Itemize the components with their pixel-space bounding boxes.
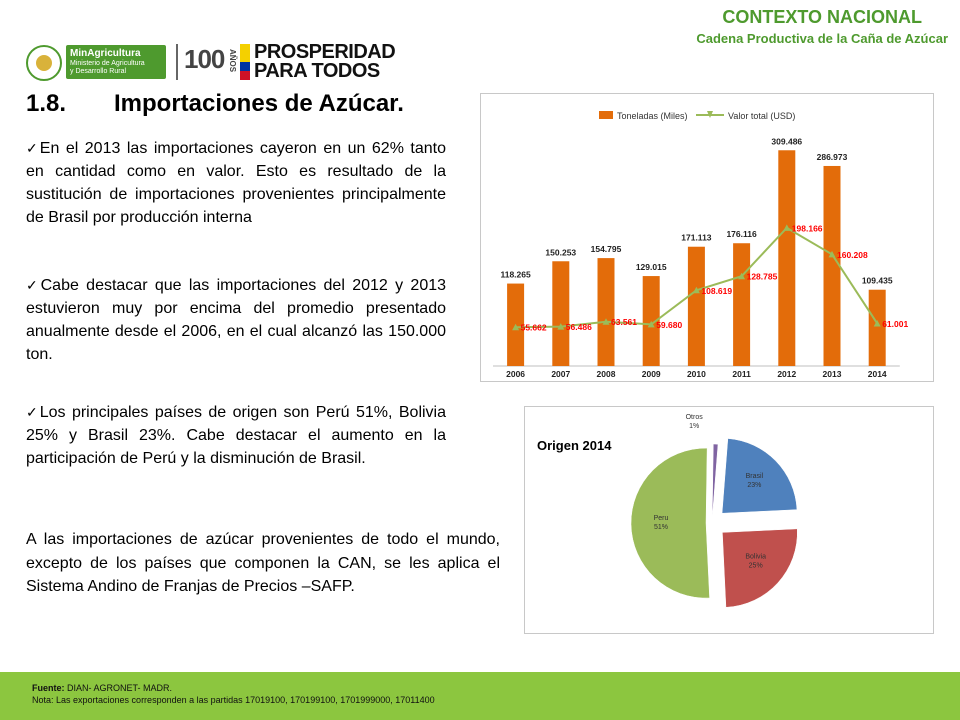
safp-paragraph: A las importaciones de azúcar provenient… bbox=[26, 531, 500, 595]
pie-slice-otros bbox=[711, 443, 719, 520]
line-point-2008 bbox=[602, 318, 610, 325]
footer-note: Nota: Las exportaciones corresponden a l… bbox=[32, 695, 435, 705]
pie-slice-bolivia bbox=[722, 528, 798, 608]
bar-label-2009: 129.015 bbox=[636, 262, 667, 272]
legend-bar-swatch bbox=[599, 111, 613, 119]
bar-label-2008: 154.795 bbox=[591, 244, 622, 254]
x-tick-2011: 2011 bbox=[732, 369, 751, 379]
line-label-2011: 128.785 bbox=[747, 272, 778, 282]
bullet-1-text: En el 2013 las importaciones cayeron en … bbox=[26, 140, 446, 226]
pie-percent-brasil: 23% bbox=[747, 482, 761, 489]
section-number: 1.8. bbox=[26, 90, 67, 117]
centenario-logo: 100 bbox=[184, 44, 225, 74]
bullet-2-text: Cabe destacar que las importaciones del … bbox=[26, 277, 447, 363]
x-tick-2009: 2009 bbox=[642, 369, 661, 379]
x-tick-2007: 2007 bbox=[551, 369, 570, 379]
checkmark-icon: ✓ bbox=[26, 404, 40, 420]
legend-bar-label: Toneladas (Miles) bbox=[617, 111, 688, 121]
colombia-seal-logo bbox=[26, 45, 62, 81]
section-heading: 1.8. Importaciones de Azúcar. bbox=[26, 90, 404, 118]
bar-label-2006: 118.265 bbox=[500, 270, 531, 280]
bullet-2: ✓Cabe destacar que las importaciones del… bbox=[26, 274, 446, 366]
bar-2011 bbox=[733, 243, 751, 366]
line-label-2007: 56.486 bbox=[566, 322, 592, 332]
footer-bar: Fuente: DIAN- AGRONET- MADR. Nota: Las e… bbox=[0, 672, 960, 720]
min-logo-line2: Ministerio de Agricultura bbox=[70, 60, 145, 67]
section-title: Importaciones de Azúcar. bbox=[114, 90, 404, 117]
bullet-3: ✓Los principales países de origen son Pe… bbox=[26, 401, 446, 470]
checkmark-icon: ✓ bbox=[26, 277, 41, 293]
pie-label-otros: Otros bbox=[686, 414, 704, 421]
x-tick-2006: 2006 bbox=[506, 369, 525, 379]
pie-percent-peru: 51% bbox=[654, 524, 668, 531]
colombia-flag-icon bbox=[240, 44, 250, 80]
imports-chart: Toneladas (Miles) Valor total (USD) 118.26… bbox=[480, 93, 934, 382]
anos-text: AÑOS bbox=[228, 49, 237, 73]
pie-percent-otros: 1% bbox=[689, 423, 699, 430]
bullet-3-text: Los principales países de origen son Per… bbox=[26, 404, 447, 467]
logo-separator bbox=[176, 44, 178, 80]
pie-slice-peru bbox=[630, 447, 710, 599]
pie-label-peru: Peru bbox=[654, 515, 669, 522]
footer-source-text: DIAN- AGRONET- MADR. bbox=[67, 683, 173, 693]
footer-source: Fuente: DIAN- AGRONET- MADR. bbox=[32, 683, 172, 693]
origin-pie-svg: Otros 1% Brasil 23% Bolivia 25% Peru 51% bbox=[630, 414, 798, 608]
x-tick-2008: 2008 bbox=[597, 369, 616, 379]
bar-2008 bbox=[597, 258, 615, 366]
min-logo-line1: MinAgricultura bbox=[70, 48, 141, 59]
prosperidad-logo: PROSPERIDAD PARA TODOS bbox=[254, 41, 396, 82]
pie-percent-bolivia: 25% bbox=[749, 563, 763, 570]
footer-source-label: Fuente: bbox=[32, 683, 65, 693]
line-point-2007 bbox=[557, 323, 565, 330]
line-label-2006: 55.662 bbox=[521, 323, 547, 333]
header-subtitle: Cadena Productiva de la Caña de Azúcar bbox=[696, 31, 948, 46]
line-label-2010: 108.619 bbox=[701, 286, 732, 296]
pie-label-brasil: Brasil bbox=[746, 473, 764, 480]
bar-2014 bbox=[868, 289, 886, 366]
x-tick-2012: 2012 bbox=[777, 369, 796, 379]
prosperidad-line2: PARA TODOS bbox=[254, 60, 380, 82]
origin-pie-chart: Origen 2014 Otros 1% Brasil 23% Bolivia 25% Pe… bbox=[524, 406, 934, 634]
legend-line-marker bbox=[707, 111, 713, 118]
bar-2012 bbox=[778, 150, 796, 366]
line-point-2006 bbox=[512, 323, 520, 331]
bar-label-2007: 150.253 bbox=[545, 247, 576, 257]
line-label-2008: 63.561 bbox=[611, 317, 637, 327]
bar-2013 bbox=[823, 165, 841, 366]
line-point-2010 bbox=[692, 286, 700, 294]
line-point-2014 bbox=[873, 319, 881, 327]
line-point-2013 bbox=[828, 250, 836, 258]
legend-line-label: Valor total (USD) bbox=[728, 111, 795, 121]
x-tick-2010: 2010 bbox=[687, 369, 706, 379]
pie-slice-brasil bbox=[721, 438, 798, 514]
line-label-2012: 198.166 bbox=[792, 223, 823, 233]
line-point-2012 bbox=[783, 224, 791, 231]
minagricultura-logo: MinAgricultura Ministerio de Agricultura… bbox=[66, 45, 166, 79]
bar-2010 bbox=[687, 246, 705, 366]
bar-label-2010: 171.113 bbox=[681, 233, 712, 243]
min-logo-line3: y Desarrollo Rural bbox=[70, 68, 127, 75]
bar-label-2013: 286.973 bbox=[817, 152, 848, 162]
prosperidad-line1: PROSPERIDAD bbox=[254, 41, 396, 63]
bullet-1: ✓En el 2013 las importaciones cayeron en… bbox=[26, 137, 446, 229]
x-tick-2013: 2013 bbox=[823, 369, 842, 379]
line-label-2009: 59.680 bbox=[656, 320, 682, 330]
bar-2007 bbox=[552, 261, 570, 366]
bar-label-2012: 309.486 bbox=[771, 136, 802, 146]
line-label-2014: 61.001 bbox=[882, 319, 908, 329]
line-label-2013: 160.208 bbox=[837, 250, 868, 260]
pie-label-bolivia: Bolivia bbox=[745, 554, 766, 561]
bar-label-2014: 109.435 bbox=[862, 276, 893, 286]
imports-chart-svg: Toneladas (Miles) Valor total (USD) 118.26… bbox=[493, 111, 908, 379]
bar-label-2011: 176.116 bbox=[726, 229, 757, 239]
checkmark-icon: ✓ bbox=[26, 140, 40, 156]
header-title: CONTEXTO NACIONAL bbox=[722, 7, 922, 27]
line-point-2011 bbox=[738, 272, 746, 280]
x-tick-2014: 2014 bbox=[868, 369, 887, 379]
pie-title: Origen 2014 bbox=[537, 438, 612, 453]
line-point-2009 bbox=[647, 320, 655, 328]
